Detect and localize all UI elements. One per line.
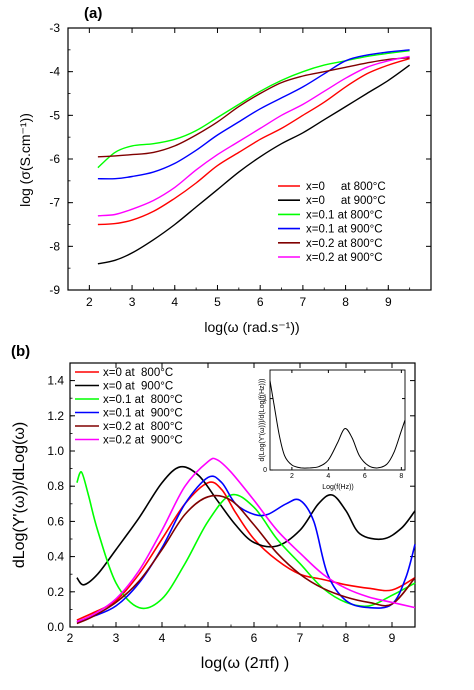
panel-a-x-tick-label: 5 <box>214 295 221 309</box>
panel-a-x-axis-label: log(ω (rad.s⁻¹)) <box>204 319 299 335</box>
panel-a-plot-frame <box>67 27 432 291</box>
panel-a-y-tick-label: -8 <box>49 239 60 253</box>
panel-b-x-tick-label: 6 <box>251 631 258 645</box>
panel-a-legend-label-6: x=0.2 at 900°C <box>306 252 383 264</box>
panel-a-x-tick-label: 3 <box>129 295 136 309</box>
panel-a-y-tick-label: -4 <box>49 65 60 79</box>
inset-x-axis-label: Log(f(Hz)) <box>322 484 354 491</box>
inset-y-tick-label: 1 <box>263 396 267 403</box>
panel-a-y-tick-label: -6 <box>49 152 60 166</box>
panel-a-series-line-4 <box>97 49 410 180</box>
panel-b-x-tick-label: 2 <box>67 631 74 645</box>
panel-a-y-tick-label: -9 <box>49 283 60 297</box>
panel-b-series-line-4 <box>76 475 416 623</box>
panel-a-legend-label-2: x=0 at 900°C <box>306 195 386 207</box>
panel-a-series <box>97 49 411 265</box>
panel-a-series-line-3 <box>97 50 410 169</box>
panel-a-x-tick-label: 9 <box>385 295 392 309</box>
panel-b-series-line-5 <box>76 494 416 625</box>
panel-b-legend: x=0 at 800°C x=0 at 900°Cx=0.1 at 800°C x=… <box>75 367 183 447</box>
panel-a-series-line-1 <box>97 57 410 226</box>
inset-x-tick-label: 6 <box>363 473 367 480</box>
panel-a-x-tick-label: 7 <box>300 295 307 309</box>
panel-a-series-line-5 <box>97 57 410 158</box>
inset-series-line-1 <box>269 380 406 469</box>
panel-b-legend-label-5: x=0.2 at 800°C <box>103 421 183 433</box>
panel-b-series-line-6 <box>76 457 416 623</box>
panel-a-legend: x=0 at 800°C x=0 at 900°C x=0.1 at 800°C x=… <box>278 181 386 264</box>
panel-b-series <box>76 457 416 625</box>
panel-b-series-line-1 <box>76 481 416 621</box>
panel-b-legend-label-1: x=0 at 800°C <box>103 367 173 379</box>
panel-b-y-tick-label: 1.2 <box>47 409 64 423</box>
panel-a-series-line-2 <box>97 64 411 265</box>
inset-x-tick-label: 2 <box>290 473 294 480</box>
panel-b-x-axis-label: log(ω (2πf) ) <box>201 655 289 672</box>
panel-a-series-line-6 <box>97 55 410 217</box>
panel-b-y-tick-label: 0.6 <box>47 514 64 528</box>
panel-a-y-tick-label: -3 <box>49 21 60 35</box>
inset-axes: 2 4 6 8 0 1 <box>263 370 405 480</box>
panel-b-y-tick-label: 0.0 <box>47 620 64 634</box>
panel-b-legend-label-3: x=0.1 at 800°C <box>103 394 183 406</box>
panel-b-label: (b) <box>11 343 30 360</box>
inset-y-tick-label: 0 <box>263 467 267 474</box>
panel-b-legend-label-6: x=0.2 at 900°C <box>103 435 183 447</box>
panel-a-x-tick-label: 2 <box>86 295 93 309</box>
panel-b-x-tick-label: 3 <box>113 631 120 645</box>
panel-a-y-tick-label: -7 <box>49 196 60 210</box>
panel-b-y-tick-label: 0.4 <box>47 550 64 564</box>
panel-b-y-tick-label: 0.8 <box>47 479 64 493</box>
panel-b-x-tick-label: 5 <box>205 631 212 645</box>
panel-b-legend-label-2: x=0 at 900°C <box>103 381 173 393</box>
panel-a-legend-label-5: x=0.2 at 800°C <box>306 238 383 250</box>
inset-x-tick-label: 4 <box>326 473 330 480</box>
panel-b-x-tick-label: 9 <box>389 631 396 645</box>
panel-a: (a) 2 3 4 5 6 7 8 9-3-4-5-6-7-8-9 x=0 at 800°Cx… <box>17 5 432 335</box>
panel-b-axes: 2 3 4 5 6 7 8 9 0.0 0.2 0.4 0.6 0.8 1.0 1.2 1.4 <box>47 362 416 645</box>
panel-b-series-line-3 <box>76 471 416 610</box>
inset-plot-frame <box>269 369 406 471</box>
inset-series <box>269 380 406 469</box>
panel-b-x-tick-label: 8 <box>343 631 350 645</box>
panel-a-y-axis-label: log (σ(S.cm⁻¹)) <box>17 113 33 207</box>
panel-a-x-tick-label: 8 <box>342 295 349 309</box>
panel-a-label: (a) <box>84 5 102 22</box>
panel-b: (b) 2 3 4 5 6 7 8 9 0.0 0.2 0.4 0.6 0.8 1.0 1.2 1.4 x=0… <box>11 343 416 672</box>
inset-x-tick-label: 8 <box>399 473 403 480</box>
panel-b-legend-label-4: x=0.1 at 900°C <box>103 408 183 420</box>
inset-y-axis-label: d(Log(Y'(ω)))/d(Log(f(Hz))) <box>259 378 266 461</box>
panel-b-x-tick-label: 4 <box>159 631 166 645</box>
panel-b-x-tick-label: 7 <box>297 631 304 645</box>
panel-b-y-tick-label: 0.2 <box>47 585 64 599</box>
panel-b-y-tick-label: 1.4 <box>47 374 64 388</box>
panel-a-x-tick-label: 4 <box>171 295 178 309</box>
panel-a-axes: 2 3 4 5 6 7 8 9 -3 -4 -5 -6 -7 -8 -9 <box>49 21 432 309</box>
panel-b-inset: 2 4 6 8 0 1 Log(f(Hz)) d(Log(Y'(ω)))/d(Log(f(… <box>259 369 406 491</box>
panel-a-legend-label-1: x=0 at 800°C <box>306 181 386 193</box>
panel-a-x-tick-label: 6 <box>257 295 264 309</box>
panel-a-legend-label-4: x=0.1 at 900°C <box>306 224 383 236</box>
panel-b-y-tick-label: 1.0 <box>47 444 64 458</box>
panel-a-legend-label-3: x=0.1 at 800°C <box>306 209 383 221</box>
panel-b-plot-frame <box>69 362 416 628</box>
panel-a-y-tick-label: -5 <box>49 108 60 122</box>
panel-b-series-line-2 <box>76 465 416 586</box>
panel-b-y-axis-label: dLog(Y'(ω))/dLog(ω) <box>11 422 28 568</box>
